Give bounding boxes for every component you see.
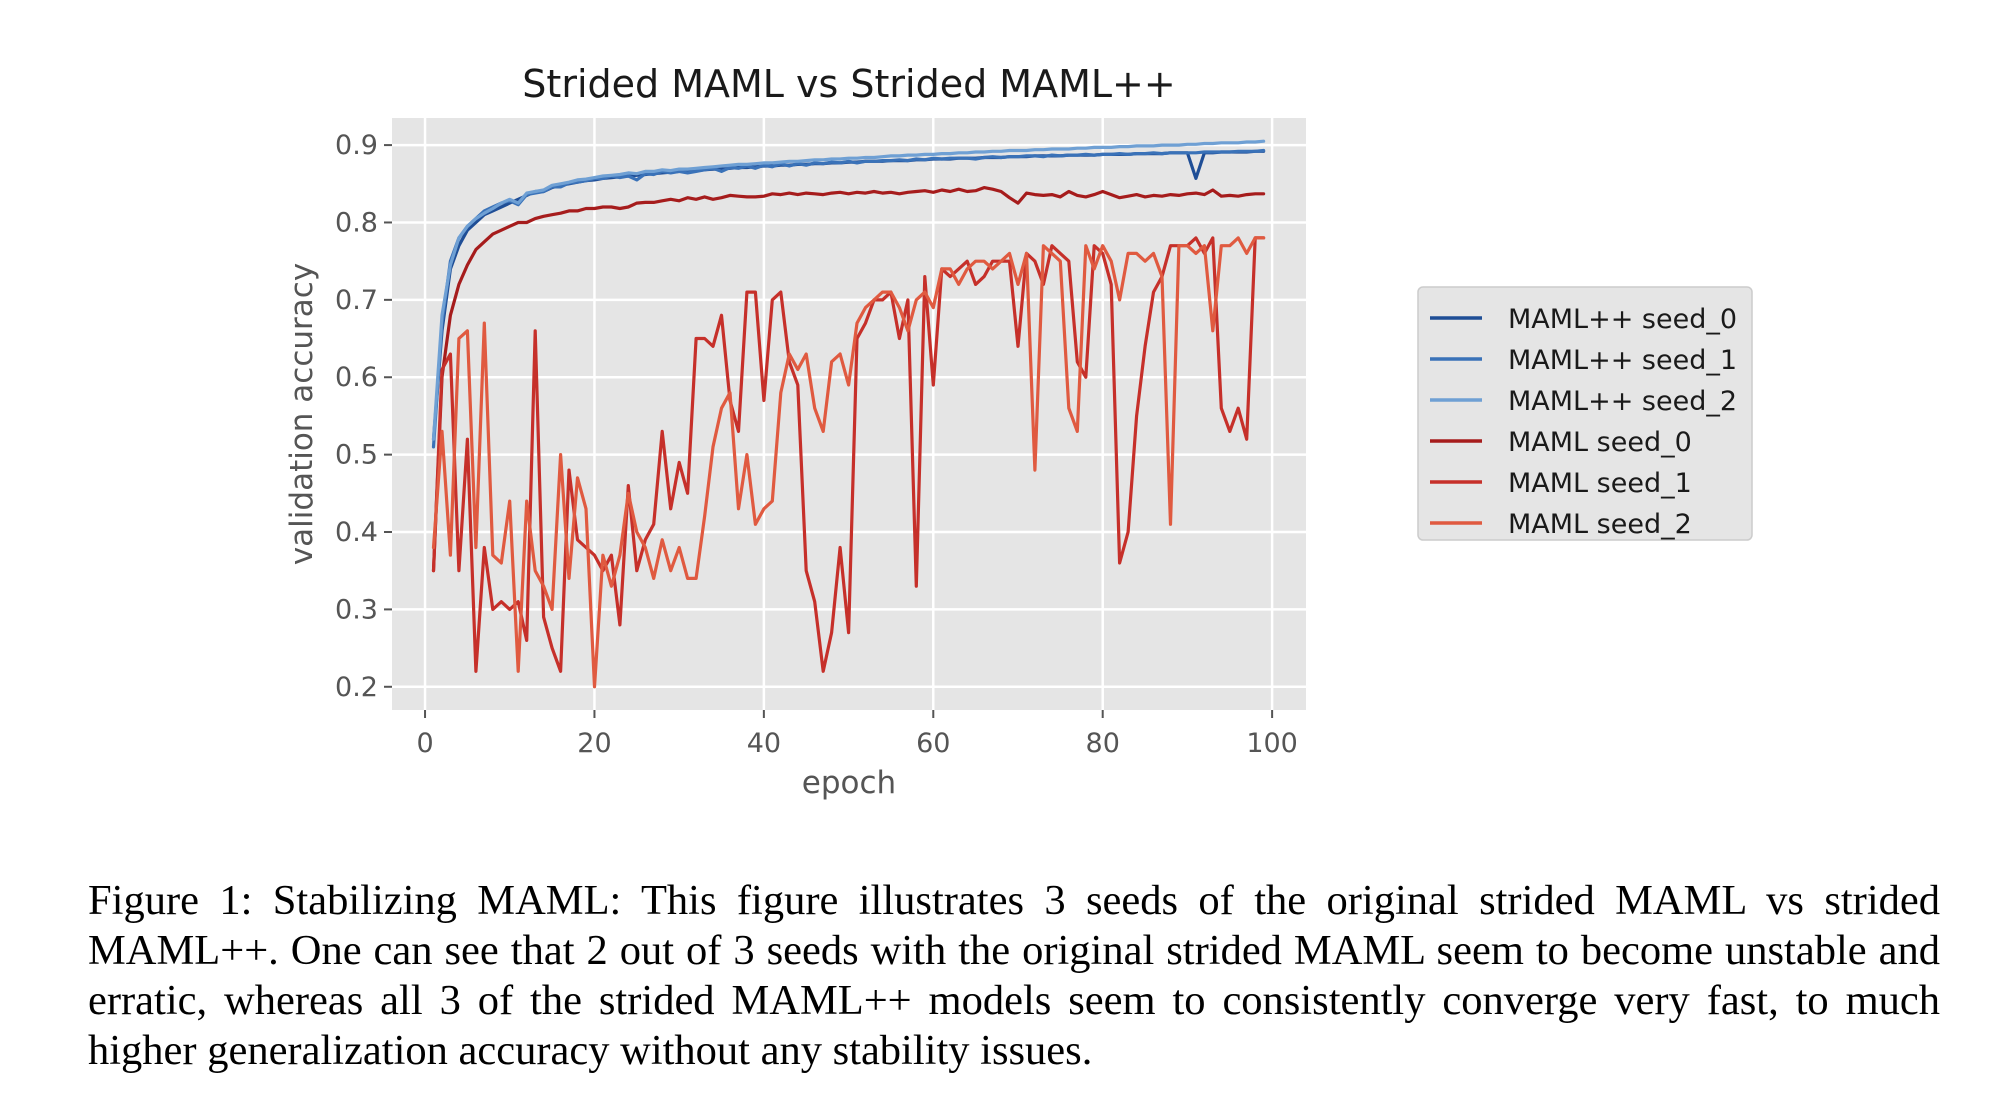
x-tick-label: 60 [916, 728, 950, 759]
x-tick-label: 40 [747, 728, 781, 759]
x-axis-label: epoch [802, 765, 896, 801]
series-line-maml-seed-1 [431, 236, 1266, 673]
x-tick-label: 20 [577, 728, 611, 759]
y-axis-label: validation accuracy [284, 263, 320, 565]
legend-label: MAML++ seed_2 [1508, 386, 1737, 417]
y-tick-label: 0.5 [335, 440, 378, 471]
legend-label: MAML seed_2 [1508, 509, 1692, 540]
line-chart: Strided MAML vs Strided MAML++ 0 20 40 60 80… [284, 62, 1753, 801]
y-tick-label: 0.4 [335, 517, 378, 548]
y-tick-label: 0.3 [335, 594, 378, 625]
x-tick-label: 100 [1246, 728, 1298, 759]
y-tick-label: 0.2 [335, 672, 378, 703]
series-line-maml-seed-2 [431, 236, 1266, 689]
x-tick-label: 0 [416, 728, 433, 759]
series-lines [431, 139, 1266, 689]
y-tick-label: 0.6 [335, 362, 378, 393]
series-line-maml-seed-0 [431, 186, 1266, 573]
series-line-maml-seed-2 [431, 139, 1266, 441]
y-tick-label: 0.7 [335, 285, 378, 316]
legend-box [1417, 286, 1753, 541]
chart-title: Strided MAML vs Strided MAML++ [522, 62, 1175, 106]
legend-label: MAML seed_0 [1508, 427, 1692, 458]
legend: MAML++ seed_0 MAML++ seed_1 MAML++ seed_2 M… [1417, 286, 1753, 541]
y-tick-label: 0.8 [335, 207, 378, 238]
figure-caption: Figure 1: Stabilizing MAML: This figure … [88, 877, 1940, 1074]
legend-label: MAML++ seed_0 [1508, 304, 1737, 335]
legend-label: MAML seed_1 [1508, 468, 1692, 499]
legend-label: MAML++ seed_1 [1508, 345, 1737, 376]
y-tick-label: 0.9 [335, 130, 378, 161]
x-tick-label: 80 [1086, 728, 1120, 759]
axes: 0 20 40 60 80 100 0.2 0.3 0.4 0.5 0.6 0.7 0.8 0.9 [335, 130, 1298, 759]
